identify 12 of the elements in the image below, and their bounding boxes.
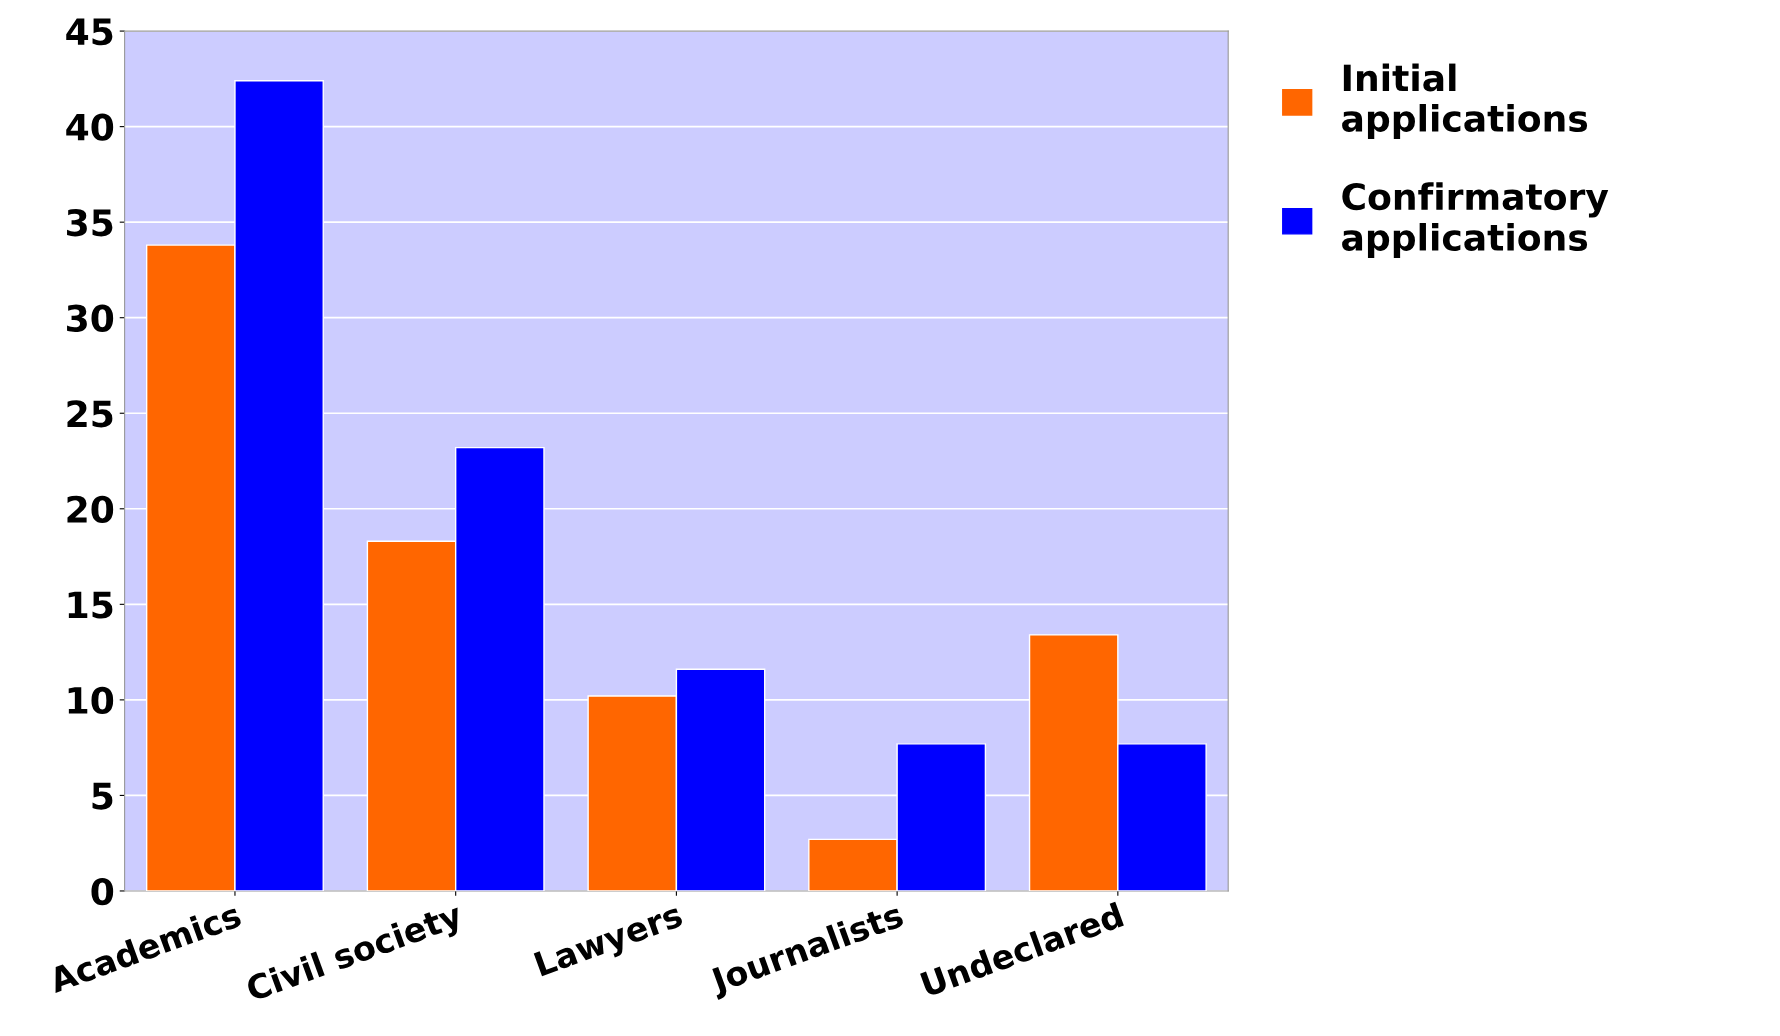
y-tick-label: 0 (91, 877, 114, 906)
legend-label: Confirmatory applications (1342, 182, 1609, 258)
y-tick-label: 10 (68, 686, 114, 715)
y-tick-label: 40 (66, 113, 114, 141)
y-tick-label: 30 (67, 304, 114, 332)
y-tick-label: 15 (68, 591, 113, 619)
y-tick-label: 20 (67, 495, 114, 524)
y-tick-label: 25 (67, 400, 113, 428)
y-tick-label: 5 (92, 782, 113, 810)
y-tick-label: 35 (67, 209, 113, 237)
legend-label: Initial applications (1342, 63, 1588, 139)
y-tick-label: 45 (66, 18, 113, 46)
